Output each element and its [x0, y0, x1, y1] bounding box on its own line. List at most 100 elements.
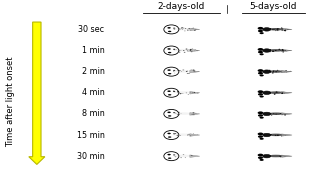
Ellipse shape	[168, 73, 171, 74]
Ellipse shape	[173, 70, 175, 71]
Ellipse shape	[277, 30, 279, 31]
Ellipse shape	[188, 94, 189, 95]
Ellipse shape	[272, 72, 274, 74]
Ellipse shape	[180, 113, 181, 114]
Ellipse shape	[197, 50, 198, 51]
Ellipse shape	[187, 30, 188, 31]
Ellipse shape	[183, 50, 184, 51]
Ellipse shape	[173, 112, 175, 113]
Ellipse shape	[167, 133, 171, 134]
Ellipse shape	[175, 113, 176, 114]
Ellipse shape	[259, 53, 264, 55]
Ellipse shape	[183, 154, 184, 155]
Ellipse shape	[179, 52, 180, 53]
Ellipse shape	[167, 27, 171, 29]
Ellipse shape	[280, 156, 281, 157]
Ellipse shape	[288, 29, 289, 30]
Ellipse shape	[173, 71, 174, 72]
Ellipse shape	[184, 52, 185, 53]
Ellipse shape	[188, 28, 190, 29]
Ellipse shape	[179, 29, 180, 30]
Polygon shape	[190, 134, 200, 136]
Ellipse shape	[279, 49, 280, 50]
Ellipse shape	[168, 31, 171, 32]
Ellipse shape	[194, 30, 196, 31]
Ellipse shape	[193, 114, 195, 115]
Ellipse shape	[268, 28, 284, 30]
Ellipse shape	[270, 113, 271, 114]
Polygon shape	[190, 91, 200, 94]
Ellipse shape	[282, 49, 284, 50]
Ellipse shape	[178, 114, 180, 115]
Ellipse shape	[258, 27, 263, 30]
Ellipse shape	[268, 112, 284, 115]
Polygon shape	[282, 50, 292, 52]
Ellipse shape	[195, 49, 196, 50]
Polygon shape	[190, 113, 200, 115]
Ellipse shape	[275, 30, 277, 31]
Ellipse shape	[190, 49, 192, 50]
Ellipse shape	[276, 92, 277, 93]
Ellipse shape	[193, 133, 194, 134]
Ellipse shape	[269, 70, 270, 71]
Ellipse shape	[268, 155, 284, 157]
Ellipse shape	[190, 92, 191, 93]
Ellipse shape	[182, 29, 183, 30]
Text: Time after light onset: Time after light onset	[6, 57, 15, 147]
Ellipse shape	[192, 50, 193, 51]
Ellipse shape	[277, 92, 278, 93]
Ellipse shape	[272, 29, 274, 30]
Ellipse shape	[177, 135, 178, 136]
Ellipse shape	[284, 93, 285, 94]
Ellipse shape	[258, 135, 263, 138]
Ellipse shape	[191, 155, 192, 156]
Ellipse shape	[179, 28, 180, 29]
Ellipse shape	[196, 29, 197, 30]
Ellipse shape	[188, 134, 190, 135]
Ellipse shape	[173, 133, 192, 136]
Ellipse shape	[274, 29, 275, 30]
Ellipse shape	[173, 154, 175, 156]
Ellipse shape	[263, 112, 271, 116]
Ellipse shape	[258, 72, 263, 74]
Ellipse shape	[275, 71, 277, 72]
Ellipse shape	[167, 91, 171, 92]
Ellipse shape	[197, 134, 198, 135]
Ellipse shape	[258, 132, 263, 135]
Ellipse shape	[182, 93, 183, 94]
Ellipse shape	[188, 73, 190, 74]
Ellipse shape	[173, 70, 192, 73]
Ellipse shape	[258, 90, 263, 93]
Polygon shape	[282, 92, 292, 94]
Ellipse shape	[168, 94, 171, 95]
Ellipse shape	[284, 50, 285, 51]
Ellipse shape	[272, 51, 274, 52]
Ellipse shape	[174, 29, 175, 30]
Ellipse shape	[173, 91, 175, 92]
Ellipse shape	[259, 74, 264, 76]
Ellipse shape	[195, 29, 196, 30]
Text: 5-days-old: 5-days-old	[250, 2, 297, 11]
Ellipse shape	[263, 70, 271, 73]
Ellipse shape	[197, 93, 199, 94]
Ellipse shape	[168, 52, 171, 53]
Ellipse shape	[180, 93, 181, 94]
Ellipse shape	[187, 50, 188, 51]
Ellipse shape	[258, 111, 263, 114]
Ellipse shape	[269, 51, 271, 52]
Ellipse shape	[259, 159, 264, 161]
Ellipse shape	[258, 30, 263, 32]
Ellipse shape	[173, 49, 175, 50]
Ellipse shape	[176, 49, 177, 50]
Ellipse shape	[168, 115, 171, 117]
Ellipse shape	[285, 135, 286, 136]
Ellipse shape	[283, 50, 284, 51]
Ellipse shape	[285, 30, 286, 31]
Ellipse shape	[191, 51, 193, 52]
Polygon shape	[190, 70, 200, 73]
Ellipse shape	[286, 72, 287, 73]
Ellipse shape	[167, 48, 171, 50]
Ellipse shape	[270, 134, 272, 135]
Ellipse shape	[193, 71, 195, 72]
Ellipse shape	[167, 154, 171, 155]
